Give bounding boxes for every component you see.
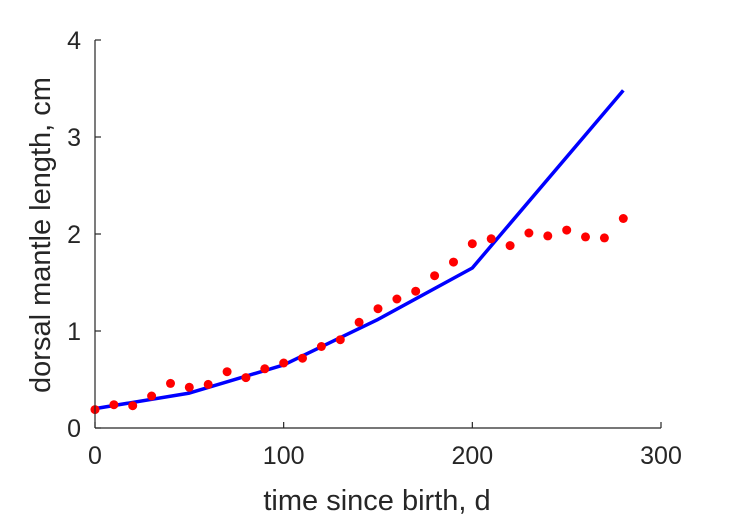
data-point: [373, 304, 383, 314]
data-point: [316, 342, 326, 351]
y-tick-label: 4: [67, 27, 81, 55]
x-tick-label: 300: [640, 442, 682, 470]
data-point: [449, 257, 458, 267]
data-point: [467, 239, 477, 249]
data-point: [128, 401, 138, 411]
y-tick-label: 0: [67, 415, 81, 443]
x-axis-label: time since birth, d: [263, 485, 490, 517]
data-point: [599, 233, 609, 243]
data-point: [411, 286, 421, 296]
data-point: [335, 335, 345, 345]
data-point: [524, 228, 534, 238]
data-point: [505, 241, 515, 251]
data-point: [486, 234, 496, 244]
data-point: [354, 317, 364, 327]
data-point: [298, 353, 307, 363]
model-curve-line: [94, 89, 625, 411]
y-tick-label: 2: [67, 221, 81, 249]
x-tick-label: 0: [88, 442, 102, 470]
x-tick-label: 100: [263, 442, 305, 470]
y-tick-label: 1: [67, 318, 81, 346]
y-axis-label: dorsal mantle length, cm: [25, 77, 57, 393]
data-point: [392, 294, 402, 304]
data-point: [260, 364, 270, 374]
axes: 0 100 200 300 0 1 2 3 4: [67, 27, 682, 470]
data-point: [147, 391, 157, 401]
data-point: [562, 225, 572, 235]
y-tick-label: 3: [67, 124, 81, 152]
data-point: [166, 378, 175, 388]
plot-area: [90, 89, 628, 415]
data-point: [618, 214, 628, 223]
data-point: [184, 382, 194, 392]
data-point: [430, 271, 440, 281]
data-point: [241, 373, 251, 383]
x-tick-label: 200: [451, 442, 493, 470]
data-point: [203, 379, 213, 389]
data-point: [109, 400, 119, 410]
data-point: [581, 232, 590, 242]
data-point: [279, 358, 289, 368]
data-point: [543, 231, 553, 241]
data-point: [222, 367, 232, 377]
